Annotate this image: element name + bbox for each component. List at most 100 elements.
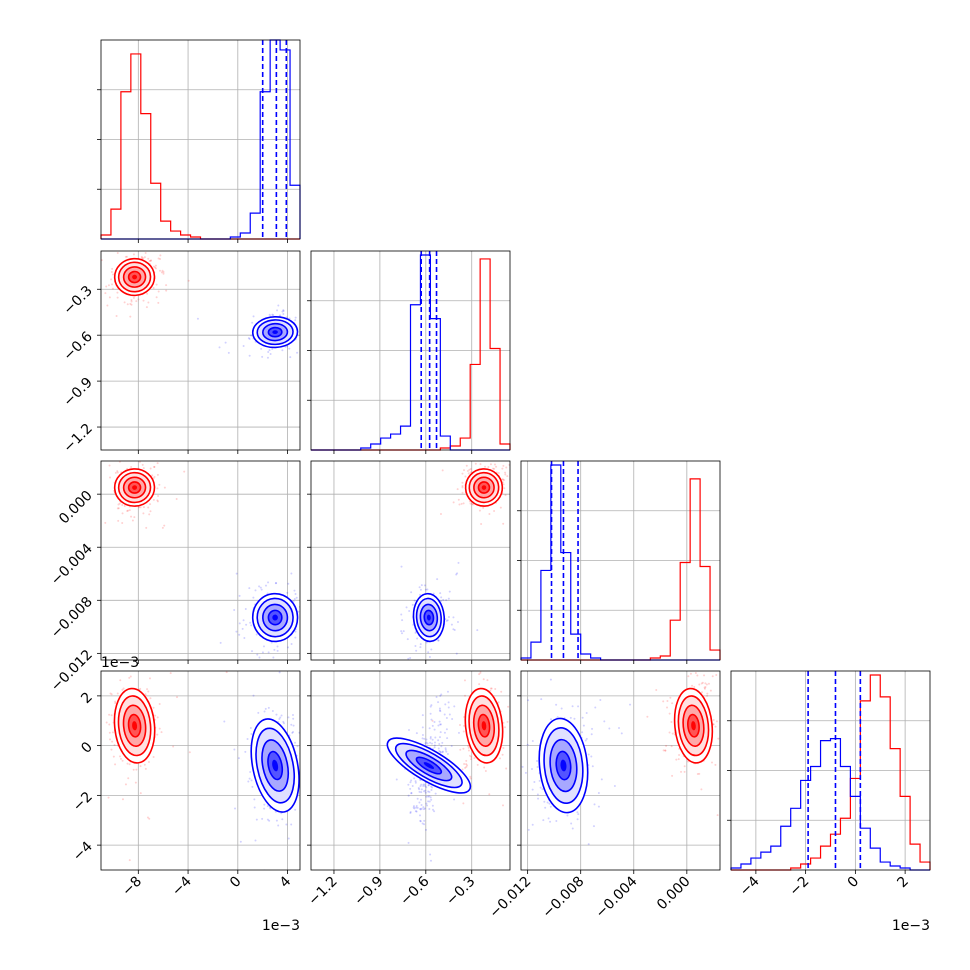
blue-point (438, 720, 441, 723)
red-point (441, 469, 444, 472)
scatter-panel (310, 460, 511, 661)
red-point (464, 766, 467, 769)
y-tick-label: −0.004 (48, 541, 96, 589)
red-point (469, 777, 472, 780)
red-point (501, 753, 504, 756)
red-point (111, 267, 114, 270)
blue-point (446, 753, 449, 756)
red-point (111, 283, 114, 286)
y-tick-label: −0.012 (48, 647, 96, 695)
blue-point (407, 794, 410, 797)
red-point (130, 303, 133, 306)
red-contour-line (472, 704, 496, 747)
red-point (147, 655, 149, 657)
red-point (108, 713, 111, 716)
red-point (503, 726, 506, 729)
red-point (126, 510, 129, 513)
blue-point (238, 633, 241, 636)
blue-point (259, 586, 262, 589)
blue-point (420, 788, 423, 791)
blue-point (418, 790, 421, 793)
red-point (91, 673, 93, 675)
red-point (470, 758, 473, 761)
red-point (467, 749, 470, 752)
red-point (132, 768, 135, 771)
blue-point (555, 703, 558, 706)
blue-point (571, 827, 574, 830)
blue-point (297, 610, 300, 613)
red-point (119, 755, 122, 758)
blue-point (421, 734, 424, 737)
red-point (458, 661, 460, 663)
red-point (119, 679, 122, 682)
blue-contour-line (255, 727, 296, 804)
blue-point (293, 589, 296, 592)
blue-point (223, 720, 226, 723)
red-point (110, 714, 113, 717)
red-point (96, 470, 98, 472)
red-point (147, 690, 150, 693)
blue-contour-line (251, 316, 299, 349)
red-point (463, 679, 466, 682)
red-point (462, 730, 465, 733)
red-point (130, 515, 133, 518)
red-point (72, 236, 74, 238)
blue-point (423, 807, 426, 810)
red-point (463, 763, 466, 766)
red-point (112, 755, 115, 758)
red-point (151, 474, 154, 477)
blue-contour-line (394, 742, 463, 789)
red-contour-line (127, 713, 142, 738)
blue-point (401, 632, 404, 635)
blue-point (446, 737, 449, 740)
scatter-panel (310, 661, 513, 871)
red-point (494, 688, 497, 691)
histogram-panel (727, 670, 931, 871)
red-point (476, 763, 479, 766)
blue-point (597, 791, 600, 794)
blue-point (256, 653, 259, 656)
blue-point (433, 746, 436, 749)
blue-point (330, 614, 332, 616)
blue-point (426, 588, 429, 591)
red-point (704, 686, 707, 689)
blue-point (276, 309, 279, 312)
red-point (710, 761, 713, 764)
red-point (703, 687, 706, 690)
blue-point (290, 823, 293, 826)
red-contour-line (468, 695, 500, 757)
blue-point (248, 337, 251, 340)
red-point (143, 763, 146, 766)
blue-point (419, 778, 422, 781)
x-tick-label: 0.000 (654, 874, 694, 914)
red-point (135, 300, 138, 303)
red-point (165, 289, 168, 292)
blue-point (279, 716, 282, 719)
blue-point (292, 717, 295, 720)
red-point (125, 232, 127, 234)
blue-point (294, 592, 297, 595)
blue-point (275, 713, 278, 716)
red-point (95, 511, 97, 513)
blue-point (339, 853, 341, 855)
blue-point (437, 724, 440, 727)
blue-point (422, 806, 425, 809)
red-point (502, 747, 505, 750)
red-point (511, 718, 513, 720)
red-point (665, 662, 667, 664)
red-point (148, 677, 151, 680)
red-point (121, 504, 124, 507)
blue-point (424, 791, 427, 794)
red-point (129, 675, 132, 678)
blue-point (317, 327, 319, 329)
blue-point (253, 806, 256, 809)
red-point (497, 701, 500, 704)
blue-point (295, 596, 298, 599)
blue-point (430, 798, 433, 801)
blue-point (269, 807, 272, 810)
blue-point (581, 731, 584, 734)
red-point (116, 470, 119, 473)
red-point (478, 683, 481, 686)
blue-point (249, 726, 252, 729)
blue-point (242, 619, 245, 622)
